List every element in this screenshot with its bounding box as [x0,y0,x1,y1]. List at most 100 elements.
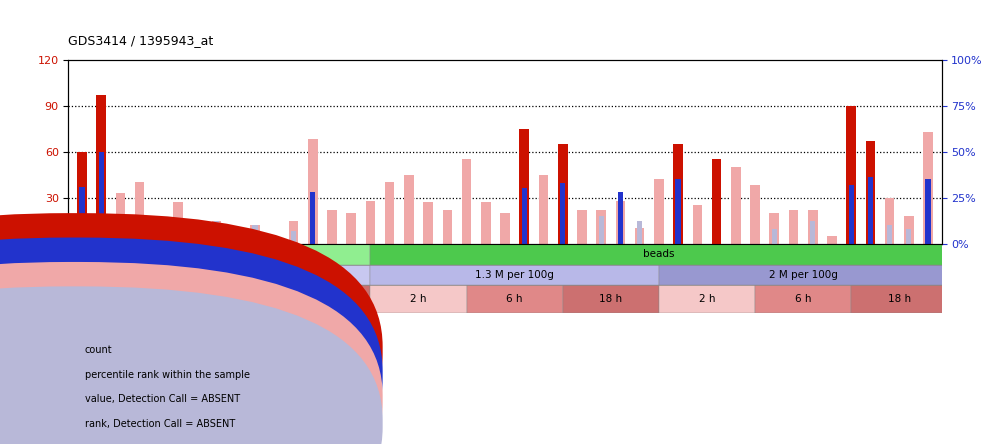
Text: 6 h: 6 h [218,294,235,304]
Bar [310,192,315,243]
Bar [659,285,755,313]
Bar [887,225,892,243]
Bar [674,182,683,243]
Bar [866,190,875,243]
Bar [135,182,144,243]
Text: 18 h: 18 h [599,294,622,304]
Bar [637,222,642,243]
Bar [78,152,87,243]
Bar [520,194,529,243]
Bar [154,225,164,243]
Bar [211,221,222,243]
Bar [385,182,395,243]
Bar [577,210,587,243]
Bar [192,221,202,243]
Bar [634,228,644,243]
Bar [462,159,471,243]
Bar [755,285,851,313]
Bar [520,129,529,243]
Bar [116,193,125,243]
Text: 6 h: 6 h [795,294,812,304]
Bar [598,216,604,243]
Bar [442,210,452,243]
Bar [851,285,948,313]
Bar [308,139,317,243]
Bar [231,228,241,243]
Bar [615,201,625,243]
Text: 2 h: 2 h [122,294,138,304]
Bar [371,265,659,285]
Bar [274,285,371,313]
Bar [617,203,623,243]
Text: time: time [70,294,94,304]
Bar [78,159,87,243]
Text: agent: agent [70,249,100,259]
Bar [366,201,376,243]
Bar [906,229,911,243]
Bar [808,210,818,243]
Bar [885,198,894,243]
Text: 2 h: 2 h [410,294,427,304]
Bar [291,231,296,243]
Bar [827,236,837,243]
Bar [560,183,565,243]
Bar [866,141,875,243]
Bar [693,205,702,243]
Bar [849,185,854,243]
Bar [173,202,183,243]
Bar [213,222,220,243]
Bar [80,186,85,243]
Bar [925,179,930,243]
Bar [769,213,779,243]
Bar [923,132,932,243]
Bar [82,265,371,285]
Bar [500,213,510,243]
Bar [904,216,913,243]
Bar [659,265,948,285]
Bar [558,144,568,243]
Text: percentile rank within the sample: percentile rank within the sample [85,370,250,380]
Bar [178,285,274,313]
Bar [156,229,161,243]
Text: rank, Detection Call = ABSENT: rank, Detection Call = ABSENT [85,419,235,428]
Bar [371,243,948,265]
Bar [539,174,548,243]
Bar [676,179,681,243]
Text: dose: dose [70,270,95,280]
Bar [563,285,659,313]
Bar [750,186,760,243]
Text: beads: beads [643,249,675,259]
Bar [97,167,106,243]
Bar [194,222,200,243]
Bar [270,236,279,243]
Bar [731,167,740,243]
Bar [868,178,873,243]
Bar [234,231,239,243]
Text: 18 h: 18 h [888,294,910,304]
Bar [253,225,258,243]
Text: 6 h: 6 h [507,294,523,304]
Bar [289,221,298,243]
Text: GDS3414 / 1395943_at: GDS3414 / 1395943_at [68,34,213,47]
Bar [346,213,355,243]
Bar [712,159,721,243]
Bar [771,229,776,243]
Text: 18 h: 18 h [311,294,334,304]
Bar [250,225,260,243]
Text: count: count [85,345,112,355]
Text: control: control [208,270,245,280]
Bar [846,106,856,243]
Text: value, Detection Call = ABSENT: value, Detection Call = ABSENT [85,394,240,404]
Bar [99,152,104,243]
Bar [655,179,664,243]
Bar [481,202,490,243]
Bar [327,210,336,243]
Bar [674,144,683,243]
Bar [712,216,721,243]
Bar [423,202,433,243]
Text: 2 h: 2 h [699,294,715,304]
Bar [810,222,816,243]
Bar [82,285,178,313]
Bar [466,285,563,313]
Bar [788,210,799,243]
